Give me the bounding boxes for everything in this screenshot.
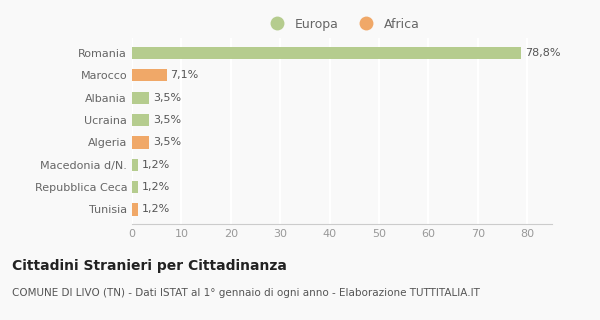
Text: 1,2%: 1,2% <box>142 160 170 170</box>
Text: 3,5%: 3,5% <box>153 93 181 103</box>
Bar <box>132 114 149 126</box>
Text: 3,5%: 3,5% <box>153 115 181 125</box>
Text: Cittadini Stranieri per Cittadinanza: Cittadini Stranieri per Cittadinanza <box>12 259 287 273</box>
Text: 1,2%: 1,2% <box>142 204 170 214</box>
Bar <box>132 69 167 82</box>
Text: 78,8%: 78,8% <box>525 48 560 58</box>
Text: 7,1%: 7,1% <box>170 70 199 80</box>
Bar <box>132 92 149 104</box>
Bar <box>132 181 138 193</box>
Bar <box>132 203 138 216</box>
Legend: Europa, Africa: Europa, Africa <box>260 13 424 36</box>
Text: 3,5%: 3,5% <box>153 137 181 148</box>
Bar <box>132 136 149 148</box>
Text: 1,2%: 1,2% <box>142 182 170 192</box>
Text: COMUNE DI LIVO (TN) - Dati ISTAT al 1° gennaio di ogni anno - Elaborazione TUTTI: COMUNE DI LIVO (TN) - Dati ISTAT al 1° g… <box>12 288 480 298</box>
Bar <box>132 47 521 59</box>
Bar <box>132 159 138 171</box>
